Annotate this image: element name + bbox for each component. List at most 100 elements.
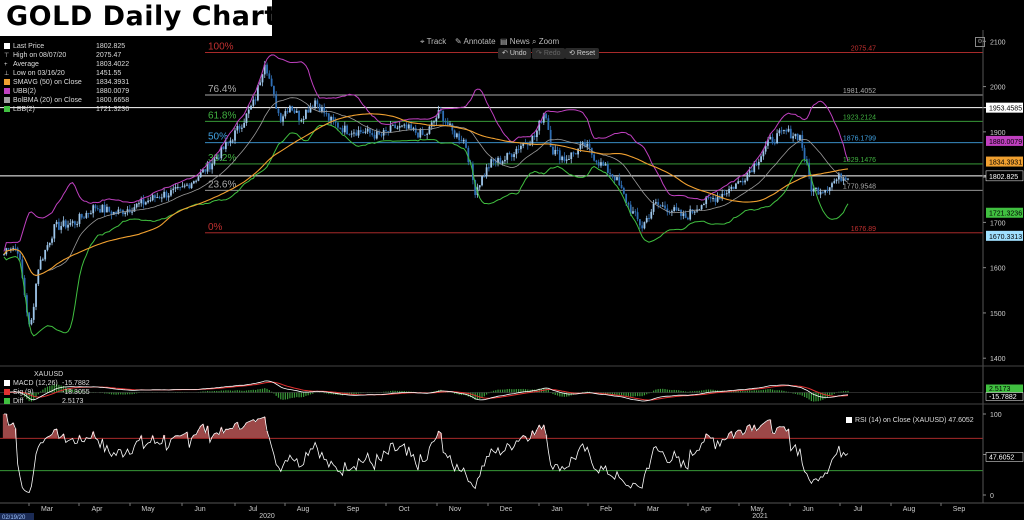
candle-body <box>744 180 746 183</box>
legend-value: 1803.4022 <box>96 61 130 68</box>
candle-body <box>21 259 24 278</box>
candle-body <box>618 177 621 185</box>
candle-body <box>302 118 305 120</box>
candle-body <box>645 218 648 223</box>
candle-body <box>664 205 666 209</box>
candle-body <box>94 205 97 209</box>
candle-body <box>7 248 10 250</box>
candle-body <box>595 160 598 163</box>
candle-body <box>668 212 671 214</box>
candle-body <box>460 140 463 142</box>
candle-body <box>714 197 717 202</box>
candle-body <box>732 186 735 189</box>
undo-button[interactable]: ↶ Undo <box>498 48 531 59</box>
news-button[interactable]: ▤ News <box>500 37 530 46</box>
candle-body <box>570 152 573 160</box>
candle-body <box>401 125 403 127</box>
candle-body <box>762 151 765 157</box>
bollinger-upper-line <box>3 54 849 252</box>
candle-body <box>80 214 83 218</box>
candle-body <box>783 129 785 131</box>
legend-rsi: RSI (14) on Close (XAUUSD) 47.6052 <box>846 416 974 425</box>
candle-body <box>492 159 495 162</box>
candle-body <box>526 143 529 146</box>
candle-body <box>723 193 726 195</box>
candle-body <box>677 209 680 211</box>
candle-body <box>487 167 490 169</box>
reset-button[interactable]: ⟲ Reset <box>565 48 600 59</box>
candle-body <box>828 187 831 192</box>
candle-body <box>243 122 246 128</box>
candle-body <box>229 140 232 143</box>
month-label: Dec <box>500 506 513 513</box>
candle-body <box>719 196 721 199</box>
candle-body <box>769 137 772 140</box>
candle-body <box>572 152 575 154</box>
candle-body <box>563 156 566 161</box>
month-label: Jun <box>802 506 813 513</box>
candle-body <box>286 111 289 113</box>
candle-body <box>158 197 161 199</box>
legend-value: 1880.0079 <box>96 88 130 95</box>
candle-body <box>149 200 152 202</box>
candle-body <box>508 153 511 155</box>
candle-body <box>69 222 72 225</box>
candle-body <box>78 214 81 224</box>
candle-body <box>650 211 653 219</box>
candle-body <box>574 153 577 155</box>
candle-body <box>707 196 710 198</box>
price-tick-label: 2000 <box>990 85 1006 92</box>
candle-body <box>773 142 776 144</box>
candle-body <box>746 172 749 181</box>
candle-body <box>115 211 117 214</box>
candle-body <box>657 202 660 205</box>
chart-grid: 100% 2075.47 76.4% 1981.4052 61.8% 1923.2124 5… <box>0 41 1023 234</box>
chart-axes: 210020001900180017001600150014001953.458… <box>0 30 1024 520</box>
redo-button[interactable]: ↷ Redo <box>532 48 565 59</box>
macd-symbol: XAUUSD <box>4 370 63 379</box>
candle-body <box>195 180 198 182</box>
candle-body <box>410 124 413 129</box>
candle-body <box>190 183 193 189</box>
candle-body <box>504 159 506 162</box>
legend-bolbma: BolBMA (20) on Close 1800.6658 <box>4 96 129 105</box>
candle-body <box>716 196 719 202</box>
candle-body <box>613 176 616 181</box>
month-label: Jul <box>854 506 863 513</box>
candle-body <box>549 129 552 147</box>
candle-body <box>268 73 271 79</box>
zoom-button[interactable]: ⌕ Zoom <box>532 37 559 47</box>
candle-body <box>417 132 419 138</box>
candle-body <box>227 142 230 144</box>
candle-body <box>540 120 543 123</box>
candle-body <box>831 183 833 188</box>
legend-swatch <box>4 88 10 95</box>
candle-body <box>64 220 67 228</box>
candle-body <box>256 85 259 101</box>
candle-body <box>112 211 115 215</box>
settings-icon[interactable]: ⚙ <box>975 37 985 47</box>
annotate-button[interactable]: ✎ Annotate <box>455 37 496 46</box>
rsi-tick-label: 0 <box>990 493 994 500</box>
candle-body <box>833 181 836 184</box>
legend-swatch <box>4 79 10 86</box>
candle-body <box>353 132 355 134</box>
candle-body <box>835 179 838 182</box>
candle-body <box>165 191 168 198</box>
candle-body <box>138 203 140 205</box>
month-label: Apr <box>92 506 104 513</box>
candle-body <box>684 213 687 218</box>
track-button[interactable]: ⌖ Track <box>420 37 446 47</box>
candle-body <box>167 195 170 198</box>
macd-tag <box>986 384 1023 393</box>
fib-percent-label: 100% <box>208 41 234 52</box>
candle-body <box>510 154 513 158</box>
candle-body <box>222 146 225 150</box>
candle-body <box>847 178 849 180</box>
candle-body <box>375 131 378 139</box>
candle-body <box>208 162 211 170</box>
candle-body <box>757 161 760 166</box>
candle-body <box>309 106 312 113</box>
candle-body <box>76 223 79 225</box>
